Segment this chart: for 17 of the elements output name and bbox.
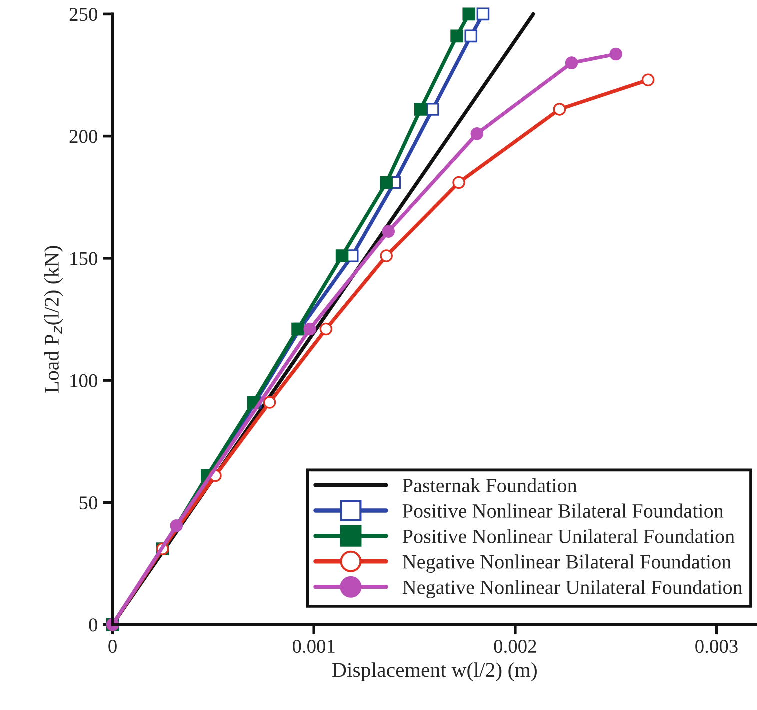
y-tick-label: 100 xyxy=(70,374,98,388)
y-tick-label: 200 xyxy=(70,130,98,144)
legend-label: Positive Nonlinear Unilateral Foundation xyxy=(402,529,735,544)
y-tick-label: 0 xyxy=(89,618,98,632)
y-tick-label: 250 xyxy=(70,8,98,22)
y-tick-label: 150 xyxy=(70,252,98,266)
y-tick-label: 50 xyxy=(80,496,98,510)
x-axis-title: Displacement w(l/2) (m) xyxy=(332,662,537,682)
x-tick-label: 0.002 xyxy=(494,640,536,654)
legend-label: Negative Nonlinear Unilateral Foundation xyxy=(402,580,743,598)
x-tick-label: 0.003 xyxy=(696,640,738,654)
legend-label: Negative Nonlinear Bilateral Foundation xyxy=(402,554,732,573)
y-axis-title: Load P$_{z}$(l/2) (kN) xyxy=(44,246,64,394)
x-tick-label: 0.001 xyxy=(292,640,335,654)
x-tick-label: 0 xyxy=(108,640,117,654)
legend-label: Pasternak Foundation xyxy=(402,478,578,493)
legend-label: Positive Nonlinear Bilateral Foundation xyxy=(402,504,724,518)
